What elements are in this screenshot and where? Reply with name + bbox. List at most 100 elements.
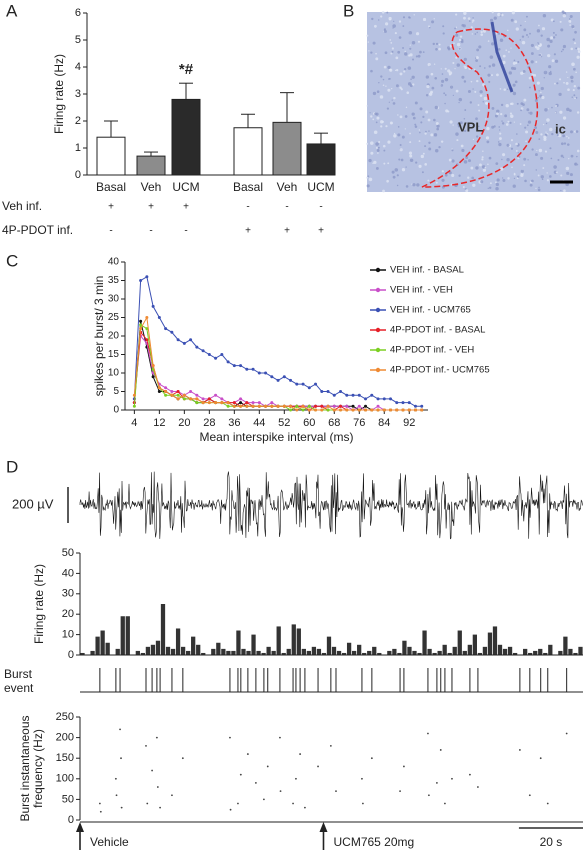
tissue-texture — [510, 66, 515, 70]
tissue-texture — [463, 80, 467, 83]
x-tick-label: 28 — [203, 417, 215, 429]
tissue-texture — [537, 43, 540, 45]
series-marker — [389, 408, 393, 412]
series-marker — [145, 327, 149, 331]
series-marker — [139, 319, 143, 323]
tissue-texture — [414, 101, 418, 105]
tissue-texture — [521, 35, 525, 38]
series-marker — [295, 404, 299, 408]
bar — [115, 648, 120, 655]
tissue-texture — [370, 141, 374, 145]
tissue-texture — [562, 14, 567, 18]
treatment-label: 4P-PDOT inf. — [2, 223, 73, 237]
tissue-texture — [560, 142, 564, 146]
tissue-texture — [382, 144, 386, 148]
series-marker — [145, 316, 149, 319]
tissue-texture — [514, 80, 518, 84]
tissue-texture — [547, 54, 551, 58]
tissue-texture — [568, 18, 571, 20]
bar — [316, 648, 322, 655]
tissue-texture — [571, 62, 575, 67]
tissue-texture — [516, 102, 519, 105]
tissue-texture — [389, 68, 393, 72]
tissue-texture — [505, 123, 509, 126]
treatment-sign: - — [246, 202, 249, 213]
tissue-texture — [377, 19, 380, 21]
tissue-texture — [408, 151, 413, 155]
series-marker — [357, 393, 361, 397]
bar — [246, 650, 251, 655]
tissue-texture — [496, 73, 499, 77]
tissue-texture — [440, 83, 444, 87]
tissue-texture — [416, 183, 420, 187]
tissue-texture — [560, 50, 563, 53]
tissue-texture — [519, 39, 522, 41]
bar — [341, 652, 347, 655]
tissue-texture — [405, 185, 409, 188]
tissue-texture — [513, 59, 516, 62]
tissue-texture — [383, 28, 387, 31]
tissue-texture — [527, 36, 529, 38]
series-marker — [132, 404, 136, 408]
series-marker — [170, 330, 174, 334]
tissue-texture — [451, 148, 453, 150]
tissue-texture — [371, 17, 374, 21]
tissue-texture — [562, 134, 566, 138]
series-marker — [420, 408, 424, 412]
tissue-texture — [513, 173, 516, 176]
tissue-texture — [568, 19, 572, 23]
tissue-texture — [372, 41, 376, 45]
tissue-texture — [441, 79, 445, 83]
tissue-texture — [469, 101, 472, 104]
tissue-texture — [553, 53, 556, 56]
tissue-texture — [380, 120, 384, 124]
tissue-texture — [569, 173, 573, 177]
tissue-texture — [391, 50, 394, 53]
series-marker — [307, 404, 311, 408]
tissue-texture — [449, 120, 453, 124]
scatter-point — [266, 765, 269, 768]
tissue-texture — [574, 130, 577, 133]
tissue-texture — [575, 96, 578, 99]
tissue-texture — [496, 178, 500, 182]
tissue-texture — [458, 97, 463, 102]
tissue-texture — [397, 114, 399, 116]
tissue-texture — [498, 137, 502, 140]
tissue-texture — [506, 158, 510, 162]
tissue-texture — [576, 55, 580, 59]
tissue-texture — [516, 177, 519, 180]
tissue-texture — [409, 141, 412, 144]
tissue-texture — [475, 56, 479, 60]
tissue-texture — [550, 36, 554, 40]
scatter-point — [145, 744, 147, 747]
tissue-texture — [427, 118, 431, 122]
tissue-texture — [523, 157, 527, 161]
tissue-texture — [569, 24, 571, 26]
series-marker — [176, 390, 180, 393]
x-tick-label: Veh — [141, 180, 162, 194]
tissue-texture — [531, 148, 534, 151]
tissue-texture — [470, 166, 474, 170]
tissue-texture — [390, 41, 393, 44]
series-marker — [276, 404, 280, 408]
tissue-texture — [549, 127, 553, 132]
scatter-point — [155, 736, 158, 739]
tissue-texture — [523, 98, 527, 102]
tissue-texture — [534, 126, 538, 130]
tissue-texture — [424, 145, 427, 148]
tissue-texture — [412, 83, 415, 86]
series-marker — [332, 408, 336, 412]
tissue-texture — [480, 30, 483, 34]
series-marker — [157, 386, 161, 390]
tissue-texture — [485, 101, 489, 105]
tissue-texture — [551, 132, 554, 136]
tissue-texture — [484, 166, 487, 169]
tissue-texture — [417, 40, 421, 43]
tissue-texture — [369, 112, 371, 114]
y-tick-label: 20 — [62, 608, 74, 620]
scatter-point — [518, 749, 521, 751]
tissue-texture — [431, 20, 435, 24]
tissue-texture — [380, 125, 383, 128]
tissue-texture — [436, 124, 440, 128]
tissue-texture — [546, 172, 548, 174]
